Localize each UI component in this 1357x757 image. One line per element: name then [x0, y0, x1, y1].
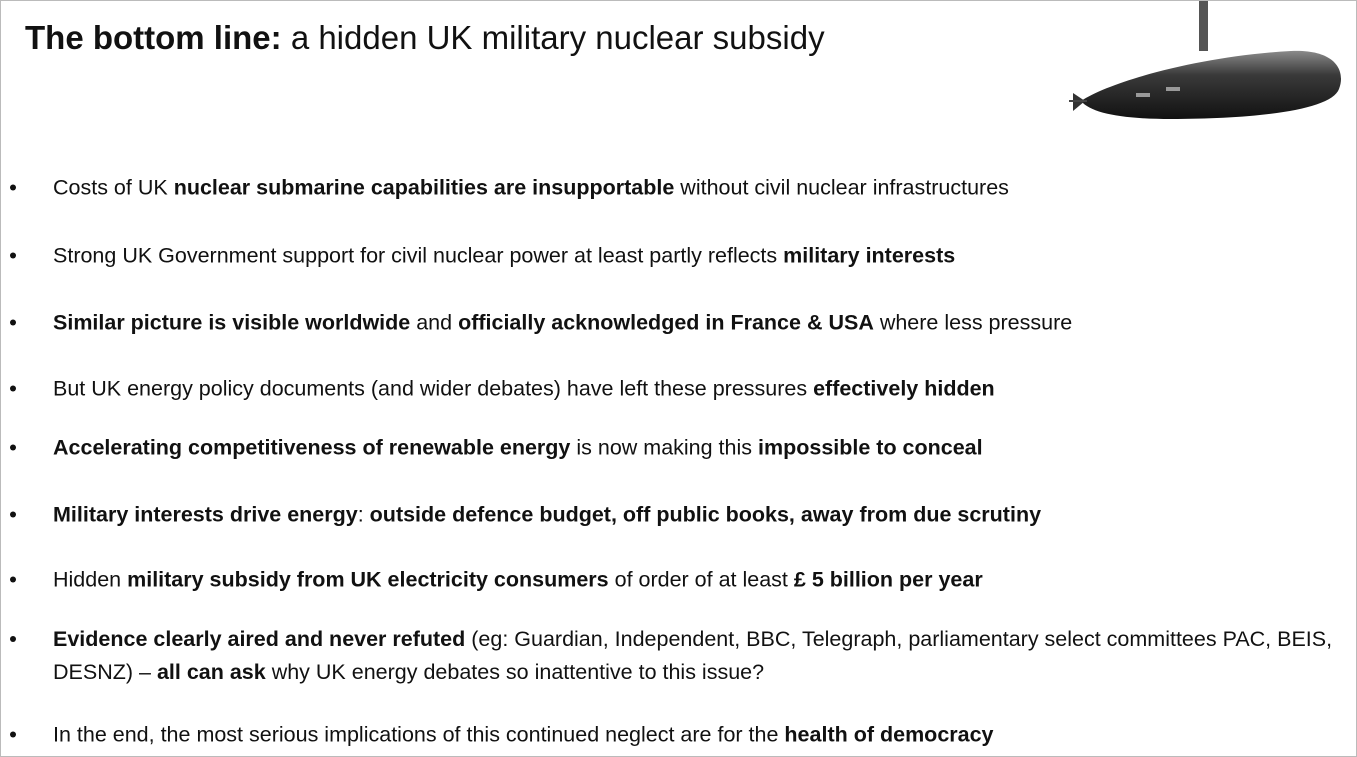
text-run: Hidden [53, 568, 127, 592]
bullet-dot [10, 577, 16, 583]
text-run: But UK energy policy documents (and wide… [53, 377, 813, 401]
bullet-text: Strong UK Government support for civil n… [53, 240, 1351, 273]
bold-run: outside defence budget, off public books… [370, 503, 1041, 527]
text-run: of order of at least [609, 568, 794, 592]
bold-run: nuclear submarine capabilities are insup… [174, 176, 675, 200]
bold-run: military subsidy from UK electricity con… [127, 568, 609, 592]
bullet-dot [10, 512, 16, 518]
bold-run: effectively hidden [813, 377, 995, 401]
bullet-text: But UK energy policy documents (and wide… [53, 373, 1351, 406]
bullet-item: Hidden military subsidy from UK electric… [1, 564, 1357, 597]
title-rest: a hidden UK military nuclear subsidy [291, 19, 825, 56]
bullet-item: Strong UK Government support for civil n… [1, 240, 1357, 273]
bullet-dot [10, 445, 16, 451]
bold-run: all can ask [157, 660, 266, 684]
bullet-dot [10, 320, 16, 326]
title-bold: The bottom line: [25, 19, 282, 56]
submarine-image [1051, 1, 1351, 136]
text-run: without civil nuclear infrastructures [674, 176, 1009, 200]
bold-run: £ 5 billion per year [794, 568, 983, 592]
slide: The bottom line: a hidden UK military nu… [0, 0, 1357, 757]
bold-run: health of democracy [784, 723, 993, 747]
bullet-text: Similar picture is visible worldwide and… [53, 307, 1351, 340]
title: The bottom line: a hidden UK military nu… [25, 19, 825, 57]
bullet-item: Costs of UK nuclear submarine capabiliti… [1, 172, 1357, 205]
bullet-item: Accelerating competitiveness of renewabl… [1, 432, 1357, 465]
bullet-dot [10, 185, 16, 191]
text-run: where less pressure [874, 311, 1072, 335]
bullet-item: But UK energy policy documents (and wide… [1, 373, 1357, 406]
bullet-text: Accelerating competitiveness of renewabl… [53, 432, 1351, 465]
bullet-dot [10, 253, 16, 259]
title-space [282, 19, 291, 56]
bold-run: Military interests drive energy [53, 503, 358, 527]
bold-run: Evidence clearly aired and never refuted [53, 627, 465, 651]
bullet-item: In the end, the most serious implication… [1, 719, 1357, 752]
text-run: why UK energy debates so inattentive to … [266, 660, 764, 684]
bold-run: Accelerating competitiveness of renewabl… [53, 436, 570, 460]
bullet-item: Evidence clearly aired and never refuted… [1, 623, 1357, 689]
bullet-item: Military interests drive energy: outside… [1, 499, 1357, 532]
text-run: : [358, 503, 370, 527]
bold-run: military interests [783, 244, 955, 268]
text-run: Strong UK Government support for civil n… [53, 244, 783, 268]
bullet-text: In the end, the most serious implication… [53, 719, 1351, 752]
text-run: is now making this [570, 436, 758, 460]
bullet-text: Evidence clearly aired and never refuted… [53, 623, 1351, 689]
bold-run: Similar picture is visible worldwide [53, 311, 410, 335]
bullet-dot [10, 386, 16, 392]
bullet-dot [10, 732, 16, 738]
bullet-item: Similar picture is visible worldwide and… [1, 307, 1357, 340]
bullet-dot [10, 636, 16, 642]
bullet-text: Hidden military subsidy from UK electric… [53, 564, 1351, 597]
text-run: Costs of UK [53, 176, 174, 200]
bold-run: impossible to conceal [758, 436, 983, 460]
bullet-text: Costs of UK nuclear submarine capabiliti… [53, 172, 1351, 205]
text-run: and [410, 311, 458, 335]
bullet-text: Military interests drive energy: outside… [53, 499, 1351, 532]
text-run: In the end, the most serious implication… [53, 723, 784, 747]
bold-run: officially acknowledged in France & USA [458, 311, 874, 335]
